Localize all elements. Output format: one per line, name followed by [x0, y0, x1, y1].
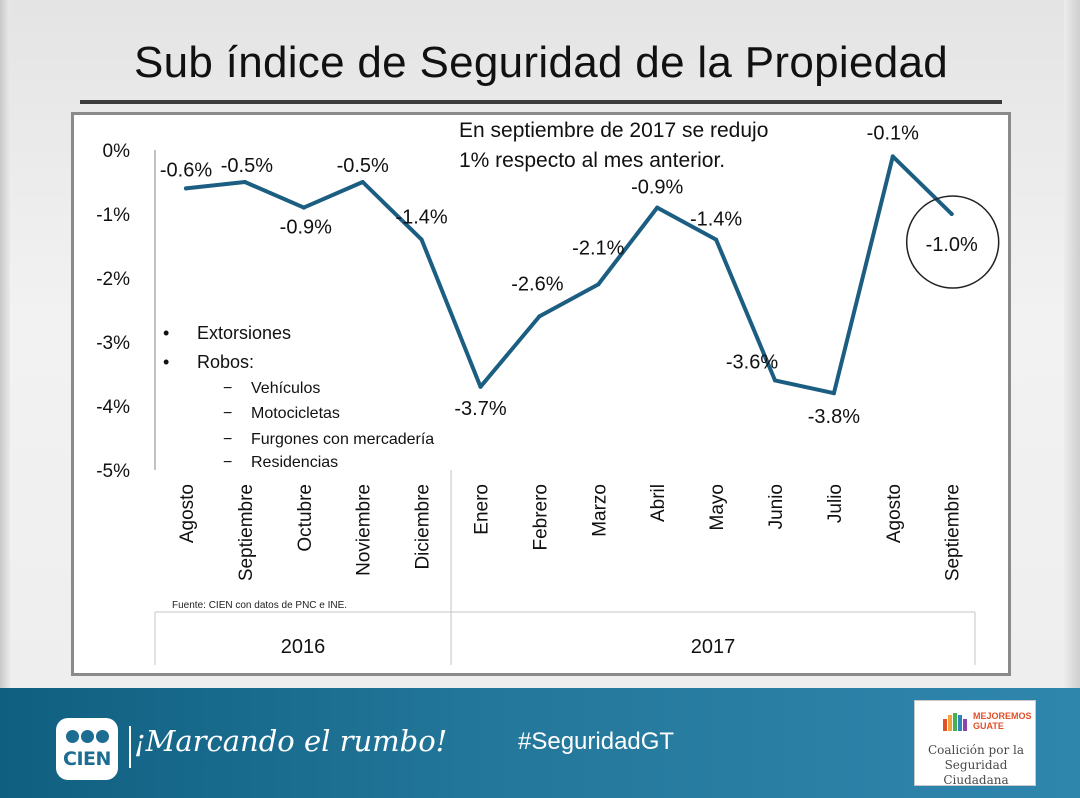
series-layer: [184, 154, 954, 396]
y-tick-label: -4%: [96, 397, 130, 418]
data-point: [360, 180, 365, 184]
partner-name: Coalición por la Seguridad Ciudadana: [915, 743, 1037, 788]
bullet-2-marker: •: [163, 352, 169, 372]
data-label: -0.1%: [867, 122, 919, 144]
partner-logo: MEJOREMOS GUATE Coalición por la Segurid…: [914, 700, 1037, 788]
data-point: [184, 186, 188, 191]
source-note: Fuente: CIEN con datos de PNC e INE.: [172, 600, 347, 611]
data-label: -2.6%: [511, 273, 563, 295]
chart-frame: [71, 112, 1011, 676]
cien-logo-text: CIEN: [63, 748, 111, 770]
data-point: [890, 154, 895, 159]
cien-logo: CIEN: [56, 718, 118, 780]
data-point: [478, 384, 483, 389]
data-point: [949, 212, 954, 216]
bullet-robos: Robos:: [197, 352, 254, 372]
partner-brand-line-1: MEJOREMOS: [973, 711, 1032, 721]
logo-dot: [96, 730, 109, 743]
data-point: [242, 180, 247, 184]
data-label: -3.7%: [454, 398, 506, 420]
x-group-label: 2017: [691, 636, 736, 658]
footer-bar: CIEN ¡Marcando el rumbo! #SeguridadGT ME…: [0, 688, 1080, 798]
logo-dot: [81, 730, 94, 743]
data-point: [301, 205, 306, 210]
partner-brand-line-2: GUATE: [973, 721, 1004, 731]
data-point: [419, 237, 424, 242]
x-category-label: Agosto: [884, 484, 905, 543]
sub-bullet-4-marker: −: [223, 454, 232, 471]
data-point: [773, 378, 777, 383]
x-category-label: Enero: [472, 484, 493, 535]
y-tick-label: 0%: [103, 141, 131, 162]
data-label: -3.8%: [808, 406, 860, 428]
sub-bullet-2-marker: −: [223, 405, 232, 422]
x-category-labels: Agosto Septiembre Octubre Noviembre Diciembr…: [177, 484, 964, 581]
x-category-label: Octubre: [295, 484, 316, 552]
sub-bullet-furgones: Furgones con mercadería: [251, 431, 434, 448]
data-label-layer: -0.6% -0.5% -0.9% -0.5% -1.4% -3.7% -2.6% -2.1%…: [160, 122, 978, 428]
bullet-1-marker: •: [163, 323, 169, 343]
logo-dot: [66, 730, 79, 743]
hashtag-text: #SeguridadGT: [518, 728, 675, 755]
data-label: -1.4%: [690, 209, 742, 231]
series-line: [184, 154, 954, 396]
data-label: -1.0%: [926, 234, 978, 256]
slogan-divider: [129, 726, 131, 768]
data-label: -1.4%: [395, 207, 447, 229]
y-tick-labels: 0% -1% -2% -3% -4% -5%: [96, 141, 130, 482]
slogan-text: ¡Marcando el rumbo!: [134, 724, 448, 758]
bullet-extorsiones: Extorsiones: [197, 323, 291, 343]
y-tick-label: -5%: [96, 461, 130, 482]
data-label: -0.9%: [631, 177, 683, 199]
x-category-label: Septiembre: [236, 484, 257, 581]
data-label: -0.6%: [160, 159, 212, 181]
y-tick-label: -1%: [96, 205, 130, 226]
x-category-label: Febrero: [530, 484, 551, 551]
sub-bullet-motocicletas: Motocicletas: [251, 405, 340, 422]
x-category-label: Julio: [825, 484, 846, 523]
data-point: [537, 314, 542, 319]
data-label: -0.5%: [221, 155, 273, 177]
x-category-label: Noviembre: [354, 484, 375, 576]
data-label: -2.1%: [572, 237, 624, 259]
sub-bullet-1-marker: −: [223, 380, 232, 397]
x-category-label: Agosto: [177, 484, 198, 543]
title-underline: [80, 100, 1002, 104]
note-line-2: 1% respecto al mes anterior.: [459, 149, 725, 172]
data-label: -3.6%: [726, 351, 778, 373]
x-category-label: Marzo: [589, 484, 610, 537]
x-category-label: Diciembre: [413, 484, 434, 570]
cien-logo-dots: [66, 730, 110, 744]
hand-icon: [943, 713, 967, 731]
data-label: -0.5%: [337, 155, 389, 177]
x-category-label: Septiembre: [943, 484, 964, 581]
data-point: [596, 282, 601, 287]
partner-name-line-2: Seguridad Ciudadana: [943, 758, 1009, 787]
x-category-label: Junio: [766, 484, 787, 529]
slide-edge-right: [1064, 0, 1080, 690]
y-tick-label: -3%: [96, 333, 130, 354]
x-group-label: 2016: [281, 636, 326, 658]
note-line-1: En septiembre de 2017 se redujo: [459, 119, 768, 142]
x-category-label: Abril: [648, 484, 669, 522]
sub-bullet-vehiculos: Vehículos: [251, 380, 320, 397]
y-tick-label: -2%: [96, 269, 130, 290]
data-point: [831, 391, 836, 396]
x-category-label: Mayo: [707, 484, 728, 530]
slide-edge-left: [0, 0, 10, 690]
slide-title: Sub índice de Seguridad de la Propiedad: [133, 38, 949, 87]
sub-bullet-residencias: Residencias: [251, 454, 338, 471]
data-label: -0.9%: [280, 217, 332, 239]
data-point: [655, 205, 660, 210]
partner-name-line-1: Coalición por la: [927, 743, 1024, 757]
x-group-labels: 2016 2017: [154, 470, 976, 665]
sub-bullet-3-marker: −: [223, 431, 232, 448]
highlight-circle: [905, 195, 1000, 289]
data-point: [714, 237, 719, 242]
